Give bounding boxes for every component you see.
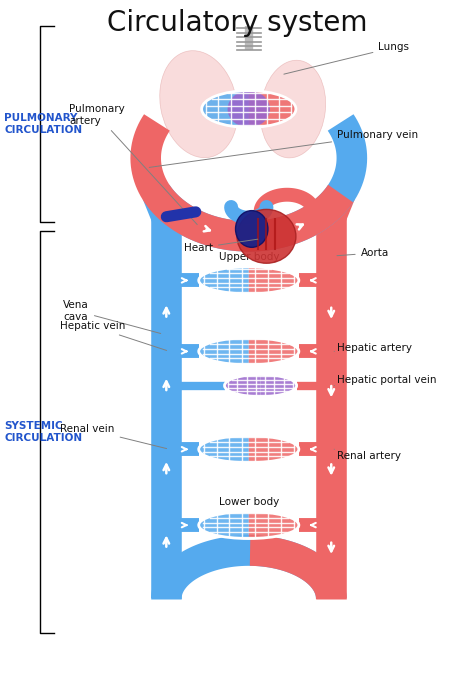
- Text: Lower body: Lower body: [219, 497, 279, 507]
- PathPatch shape: [261, 374, 297, 397]
- Ellipse shape: [236, 211, 268, 247]
- Text: Hepatic vein: Hepatic vein: [60, 321, 167, 350]
- Text: Hepatic artery: Hepatic artery: [334, 343, 412, 354]
- PathPatch shape: [249, 512, 299, 539]
- Text: SYSTEMIC
CIRCULATION: SYSTEMIC CIRCULATION: [4, 421, 82, 443]
- PathPatch shape: [199, 338, 249, 365]
- PathPatch shape: [225, 374, 261, 397]
- PathPatch shape: [249, 267, 299, 294]
- Text: PULMONARY
CIRCULATION: PULMONARY CIRCULATION: [4, 113, 82, 135]
- PathPatch shape: [249, 338, 299, 365]
- Text: Renal artery: Renal artery: [334, 449, 401, 461]
- Text: Pulmonary
artery: Pulmonary artery: [69, 104, 197, 224]
- Text: Hepatic portal vein: Hepatic portal vein: [334, 375, 437, 385]
- Text: Renal vein: Renal vein: [60, 424, 166, 449]
- PathPatch shape: [199, 512, 249, 539]
- PathPatch shape: [249, 91, 296, 127]
- Text: Pulmonary vein: Pulmonary vein: [149, 131, 418, 167]
- Text: Upper body: Upper body: [219, 252, 279, 262]
- PathPatch shape: [199, 436, 249, 463]
- PathPatch shape: [199, 267, 249, 294]
- PathPatch shape: [201, 91, 249, 127]
- Ellipse shape: [228, 91, 270, 127]
- Ellipse shape: [160, 51, 237, 158]
- Text: Lungs: Lungs: [284, 43, 410, 74]
- Text: Vena
cava: Vena cava: [63, 300, 161, 334]
- Text: Aorta: Aorta: [337, 248, 389, 258]
- Ellipse shape: [237, 209, 296, 264]
- Ellipse shape: [260, 61, 326, 158]
- Text: Circulatory system: Circulatory system: [107, 9, 367, 36]
- PathPatch shape: [249, 436, 299, 463]
- Text: Heart: Heart: [184, 239, 258, 253]
